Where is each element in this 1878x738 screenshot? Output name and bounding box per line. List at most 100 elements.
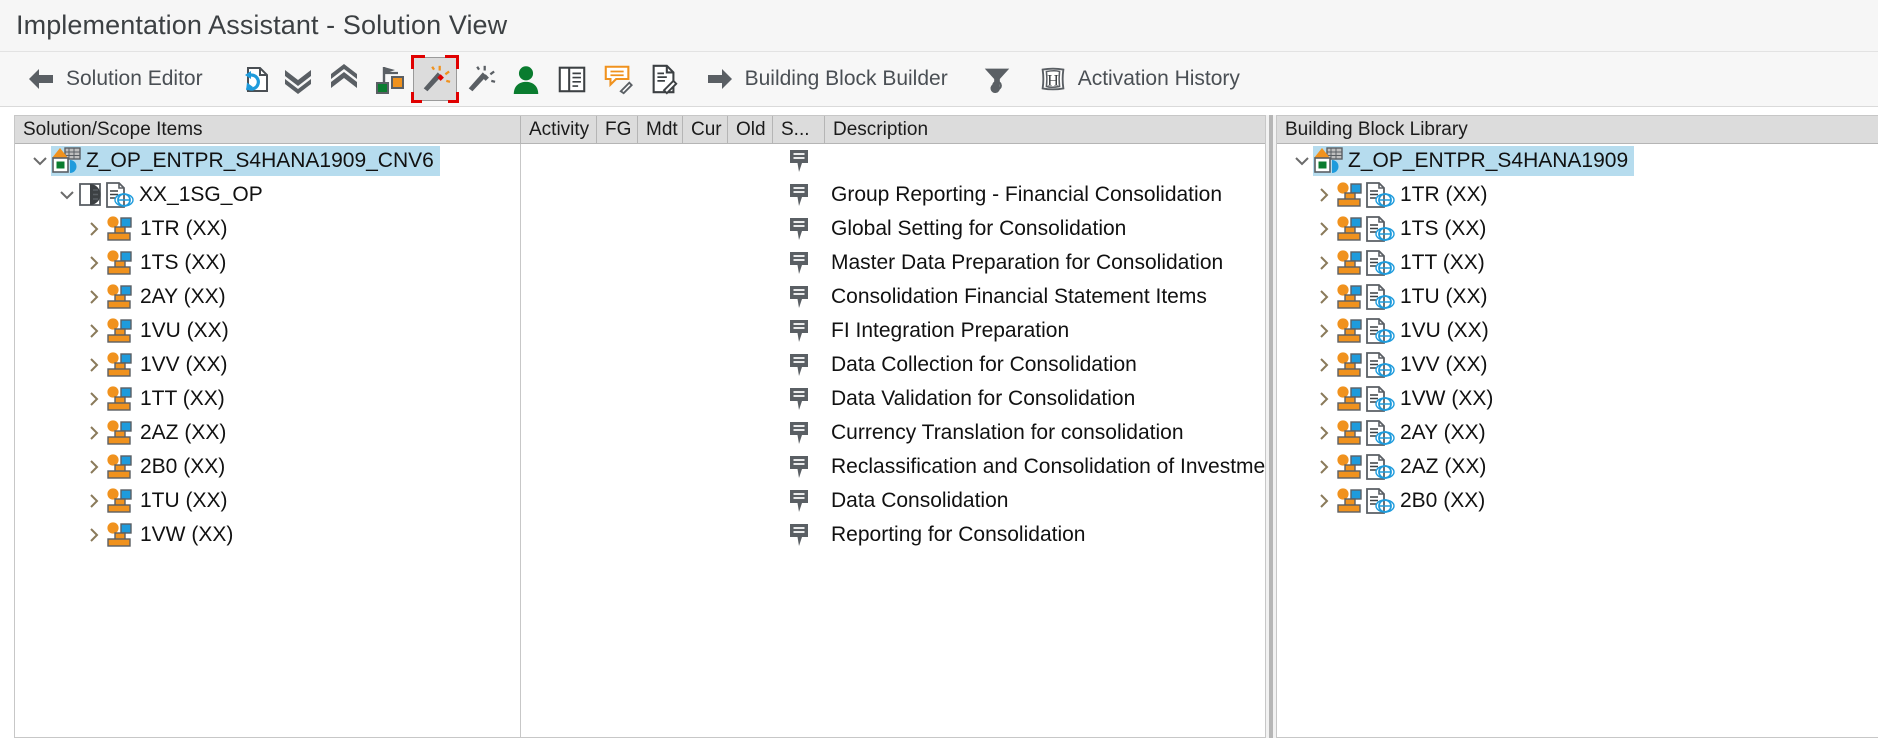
grid-row[interactable]: Data Consolidation — [521, 484, 1265, 518]
tree-item-2ay-xx-[interactable]: 2AY (XX) — [15, 280, 520, 314]
tree-item-content: 2AZ (XX) — [105, 419, 226, 447]
window-title-bar: Implementation Assistant - Solution View — [0, 0, 1878, 52]
library-item-1tt-xx-[interactable]: 1TT (XX) — [1277, 246, 1878, 280]
chevron-right-icon[interactable] — [1313, 416, 1335, 450]
library-item-1tu-xx-[interactable]: 1TU (XX) — [1277, 280, 1878, 314]
library-item-content: 1VW (XX) — [1335, 385, 1493, 413]
edit-document-button[interactable] — [641, 57, 687, 101]
tree-item-1ts-xx-[interactable]: 1TS (XX) — [15, 246, 520, 280]
library-item-1vu-xx-[interactable]: 1VU (XX) — [1277, 314, 1878, 348]
generate-button[interactable] — [410, 55, 459, 103]
activation-history-button[interactable]: H Activation History — [1030, 57, 1244, 101]
note-icon — [773, 216, 825, 242]
column-header-status[interactable]: S... — [773, 116, 825, 144]
expand-all-button[interactable] — [275, 57, 321, 101]
tree-item-content: 1TU (XX) — [105, 487, 228, 515]
grid-row[interactable]: FI Integration Preparation — [521, 314, 1265, 348]
library-item-1vw-xx-[interactable]: 1VW (XX) — [1277, 382, 1878, 416]
grid-row[interactable] — [521, 144, 1265, 178]
chevron-right-icon[interactable] — [1313, 246, 1335, 280]
note-button[interactable] — [595, 57, 641, 101]
column-header-fg[interactable]: FG — [597, 116, 638, 144]
solution-scope-tree[interactable]: Z_OP_ENTPR_S4HANA1909_CNV6 XX_1SG_OP 1TR… — [15, 144, 521, 737]
assistant-button[interactable] — [457, 57, 503, 101]
tree-item-1vu-xx-[interactable]: 1VU (XX) — [15, 314, 520, 348]
column-header-tree[interactable]: Solution/Scope Items — [15, 116, 521, 144]
tree-item-1tt-xx-[interactable]: 1TT (XX) — [15, 382, 520, 416]
building-block-builder-button[interactable]: Building Block Builder — [697, 57, 952, 101]
tree-item-z-op-entpr-s4hana1909-cnv6[interactable]: Z_OP_ENTPR_S4HANA1909_CNV6 — [15, 144, 520, 178]
chevron-right-icon[interactable] — [83, 348, 105, 382]
chevron-right-icon[interactable] — [83, 280, 105, 314]
chevron-right-icon[interactable] — [1313, 484, 1335, 518]
tree-item-1vv-xx-[interactable]: 1VV (XX) — [15, 348, 520, 382]
solution-scope-header-row: Solution/Scope Items Activity FG Mdt Cur Old S… — [15, 116, 1265, 144]
grid-row[interactable]: Group Reporting - Financial Consolidatio… — [521, 178, 1265, 212]
scope-item-icon — [105, 521, 135, 549]
tree-item-2b0-xx-[interactable]: 2B0 (XX) — [15, 450, 520, 484]
scope-button[interactable] — [367, 57, 413, 101]
chevron-right-icon[interactable] — [1313, 382, 1335, 416]
chevron-down-icon[interactable] — [56, 178, 78, 212]
grid-row[interactable]: Data Collection for Consolidation — [521, 348, 1265, 382]
library-item-1tr-xx-[interactable]: 1TR (XX) — [1277, 178, 1878, 212]
grid-row[interactable]: Currency Translation for consolidation — [521, 416, 1265, 450]
chevron-right-icon[interactable] — [1313, 314, 1335, 348]
grid-row[interactable]: Data Validation for Consolidation — [521, 382, 1265, 416]
description-cell: Global Setting for Consolidation — [831, 217, 1127, 240]
library-item-1ts-xx-[interactable]: 1TS (XX) — [1277, 212, 1878, 246]
grid-row[interactable]: Consolidation Financial Statement Items — [521, 280, 1265, 314]
library-item-1vv-xx-[interactable]: 1VV (XX) — [1277, 348, 1878, 382]
library-item-2b0-xx-[interactable]: 2B0 (XX) — [1277, 484, 1878, 518]
chevron-right-icon[interactable] — [1313, 212, 1335, 246]
column-header-activity[interactable]: Activity — [521, 116, 597, 144]
column-header-desc[interactable]: Description — [833, 118, 929, 140]
chevron-right-icon[interactable] — [83, 484, 105, 518]
library-item-2ay-xx-[interactable]: 2AY (XX) — [1277, 416, 1878, 450]
chevron-right-icon[interactable] — [83, 314, 105, 348]
note-icon — [773, 182, 825, 208]
chevron-right-icon[interactable] — [1313, 178, 1335, 212]
chevron-right-icon[interactable] — [83, 246, 105, 280]
description-cell: Consolidation Financial Statement Items — [831, 285, 1207, 308]
tree-item-label: 1TU (XX) — [140, 489, 228, 512]
solution-scope-grid[interactable]: Group Reporting - Financial Consolidatio… — [521, 144, 1266, 737]
svg-text:H: H — [1047, 73, 1059, 90]
chevron-right-icon[interactable] — [83, 382, 105, 416]
chevron-right-icon[interactable] — [1313, 450, 1335, 484]
solution-editor-back-button[interactable]: Solution Editor — [18, 57, 207, 101]
chevron-right-icon[interactable] — [83, 212, 105, 246]
documentation-button[interactable] — [549, 57, 595, 101]
tree-item-1vw-xx-[interactable]: 1VW (XX) — [15, 518, 520, 552]
column-header-old[interactable]: Old — [728, 116, 773, 144]
chevron-right-icon[interactable] — [1313, 280, 1335, 314]
description-cell: Reclassification and Consolidation of In… — [831, 455, 1266, 478]
tree-item-xx-1sg-op[interactable]: XX_1SG_OP — [15, 178, 520, 212]
note-icon — [773, 148, 825, 174]
grid-row[interactable]: Global Setting for Consolidation — [521, 212, 1265, 246]
collapse-all-button[interactable] — [321, 57, 367, 101]
grid-row[interactable]: Reclassification and Consolidation of In… — [521, 450, 1266, 484]
chevron-right-icon[interactable] — [83, 518, 105, 552]
filter-button[interactable] — [974, 57, 1020, 101]
tree-item-2az-xx-[interactable]: 2AZ (XX) — [15, 416, 520, 450]
chevron-down-icon[interactable] — [29, 144, 51, 178]
tree-item-1tu-xx-[interactable]: 1TU (XX) — [15, 484, 520, 518]
chevron-right-icon[interactable] — [83, 416, 105, 450]
building-block-icon — [1335, 419, 1395, 447]
library-item-2az-xx-[interactable]: 2AZ (XX) — [1277, 450, 1878, 484]
grid-row[interactable]: Master Data Preparation for Consolidatio… — [521, 246, 1265, 280]
main-toolbar: Solution Editor — [0, 52, 1878, 107]
refresh-button[interactable] — [229, 57, 275, 101]
column-header-mdt[interactable]: Mdt — [638, 116, 683, 144]
grid-row[interactable]: Reporting for Consolidation — [521, 518, 1265, 552]
pane-splitter[interactable] — [1266, 115, 1276, 738]
column-header-cur[interactable]: Cur — [683, 116, 728, 144]
library-item-z-op-entpr-s4hana1909[interactable]: Z_OP_ENTPR_S4HANA1909 — [1277, 144, 1878, 178]
chevron-right-icon[interactable] — [83, 450, 105, 484]
chevron-down-icon[interactable] — [1291, 144, 1313, 178]
user-button[interactable] — [503, 57, 549, 101]
tree-item-1tr-xx-[interactable]: 1TR (XX) — [15, 212, 520, 246]
chevron-right-icon[interactable] — [1313, 348, 1335, 382]
building-block-library-tree[interactable]: Z_OP_ENTPR_S4HANA1909 1TR (XX) — [1277, 144, 1878, 737]
